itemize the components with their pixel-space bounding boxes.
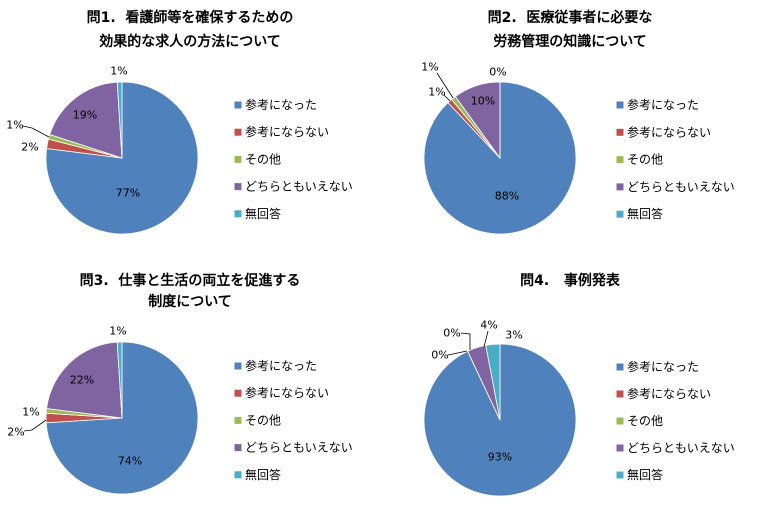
chart-3-leader-line-not-useful [23,419,47,432]
chart-4: 問4. 事例発表 93% 0% 0% 4% 3% 参考になった参考にならないその他どちらとも… [423,272,735,497]
chart-1-data-label-no-answer: 1% [110,65,127,78]
chart-4-title-line-1: 問4. 事例発表 [520,272,621,289]
chart-2-data-label-other: 1% [421,61,438,74]
chart-2-legend-swatch-other [616,156,624,164]
chart-2-data-label-no-answer: 0% [489,66,506,79]
chart-3-legend-label-not-useful: 参考にならない [245,385,329,400]
chart-3-data-label-no-answer: 1% [109,325,126,338]
chart-1-legend-swatch-neutral [234,183,242,191]
chart-2-legend-label-neutral: どちらともいえない [627,180,735,194]
chart-4-data-label-no-answer: 3% [505,329,522,342]
chart-1-leader-line-other [22,125,50,138]
chart-4-legend-swatch-neutral [616,444,624,452]
chart-3-legend-label-other: その他 [245,413,281,427]
chart-2-legend-label-useful: 参考になった [627,97,699,112]
chart-1-legend-label-no-answer: 無回答 [245,206,281,221]
chart-1-legend-label-neutral: どちらともいえない [245,180,353,194]
chart-1-slice-no-answer [116,81,123,159]
chart-4-legend-label-useful: 参考になった [627,359,699,374]
chart-2-legend-swatch-neutral [616,183,624,191]
chart-3-legend-swatch-not-useful [234,389,242,397]
chart-4-data-label-not-useful: 0% [431,349,448,362]
chart-1-legend-swatch-no-answer [234,210,242,218]
chart-3-data-label-useful: 74% [118,455,142,468]
chart-1-legend-swatch-not-useful [234,128,242,136]
chart-2-title-line-2: 労務管理の知識について [493,33,647,50]
chart-3-slice-no-answer [116,341,123,419]
chart-4-data-label-neutral: 4% [480,319,497,332]
chart-3-legend-label-neutral: どちらともいえない [245,441,353,455]
chart-1-data-label-not-useful: 2% [21,141,38,154]
chart-3-legend-label-useful: 参考になった [245,358,317,373]
chart-4-legend-label-no-answer: 無回答 [627,467,663,482]
chart-1-data-label-useful: 77% [116,187,140,200]
chart-3-data-label-neutral: 22% [70,374,94,387]
chart-4-legend-swatch-no-answer [616,471,624,479]
chart-3-legend-label-no-answer: 無回答 [245,467,281,482]
chart-2-title-line-1: 問2. 医療従事者に必要な [488,9,653,26]
chart-1-legend-label-useful: 参考になった [245,97,317,112]
chart-3-data-label-not-useful: 2% [7,426,24,439]
chart-4-leader-line-neutral [483,330,489,348]
chart-4-data-label-useful: 93% [488,451,512,464]
chart-2-legend-label-other: その他 [627,153,663,167]
chart-1-slice-useful [45,81,199,235]
chart-4-legend-swatch-useful [616,363,624,371]
chart-4-legend-swatch-not-useful [616,390,624,398]
chart-2-leader-line-other [436,72,454,99]
chart-1-data-label-neutral: 19% [73,109,97,122]
chart-1-legend-label-other: その他 [245,152,281,166]
chart-3-legend-swatch-no-answer [234,471,242,479]
chart-4-legend-label-not-useful: 参考にならない [627,386,711,401]
chart-4-legend-label-other: その他 [627,414,663,428]
chart-3-legend-swatch-neutral [234,444,242,452]
chart-4-legend-swatch-other [616,417,624,425]
chart-2-data-label-not-useful: 1% [428,86,445,99]
chart-2-legend-label-no-answer: 無回答 [627,206,663,221]
chart-2-data-label-neutral: 10% [471,95,495,108]
chart-2-legend-label-not-useful: 参考にならない [627,124,711,139]
chart-1-legend-swatch-other [234,155,242,163]
chart-1-slice-neutral [49,81,123,159]
chart-1-title-line-2: 効果的な求人の方法について [99,33,281,50]
chart-4-leader-line-other [460,332,471,350]
chart-3-data-label-other: 1% [22,406,39,419]
chart-2-legend-swatch-useful [616,101,624,109]
chart-3-title-line-1: 問3. 仕事と生活の両立を促進する [80,272,301,289]
chart-4-legend-label-neutral: どちらともいえない [627,441,735,455]
chart-4-data-label-other: 0% [443,327,460,340]
chart-1-title-line-1: 問1. 看護師等を確保するための [87,9,294,26]
chart-2-legend-swatch-not-useful [616,128,624,136]
chart-3-slice-neutral [46,341,123,419]
chart-3-legend-swatch-useful [234,362,242,370]
chart-2-data-label-useful: 88% [495,190,519,203]
chart-1-legend-label-not-useful: 参考にならない [245,124,329,139]
chart-3-legend-swatch-other [234,416,242,424]
chart-2-leader-line-not-useful [443,94,451,102]
chart-3-title-line-2: 制度について [148,293,232,310]
chart-1-legend-swatch-useful [234,101,242,109]
chart-4-leader-line-not-useful [447,350,468,356]
chart-1-data-label-other: 1% [6,119,23,132]
chart-2-legend-swatch-no-answer [616,210,624,218]
chart-4-slice-no-answer [485,343,501,421]
